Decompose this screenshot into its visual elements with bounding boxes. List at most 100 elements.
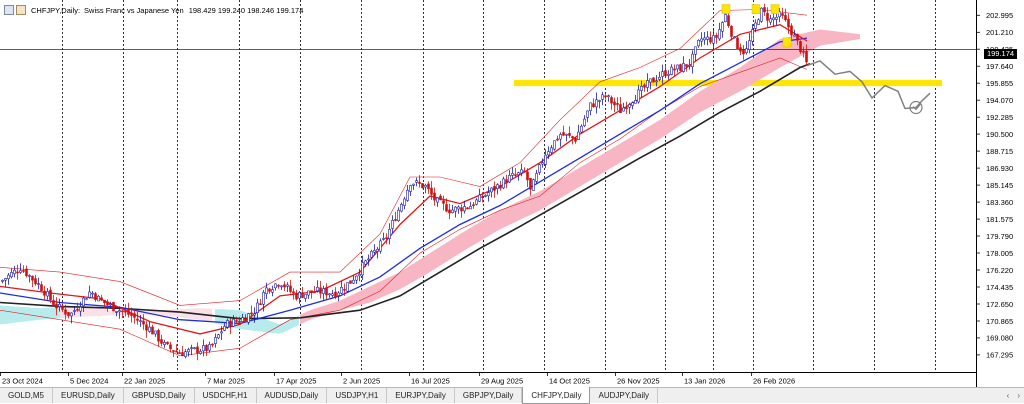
candle-body (316, 286, 319, 292)
candle-body (598, 100, 601, 102)
candle-body (655, 80, 658, 83)
candle-body (214, 337, 217, 344)
scroll-left-icon[interactable]: ‹ (1006, 391, 1010, 400)
candle-body (481, 196, 484, 198)
time-tick-label: 13 Jan 2026 (684, 377, 725, 386)
tabs-spacer (658, 388, 1003, 403)
scroll-right-icon[interactable]: › (1017, 391, 1020, 400)
chart-tab[interactable]: EURJPY,Daily (387, 388, 455, 403)
chart-tab[interactable]: USDCHF,H1 (195, 388, 257, 403)
candle-body (187, 349, 190, 353)
candle-body (430, 187, 433, 195)
candle-body (64, 309, 67, 315)
chart-window[interactable]: 202.995201.210199.425197.640195.855194.0… (0, 0, 1024, 387)
candle-body (604, 95, 607, 98)
candle-body (445, 204, 448, 212)
slow-moving-average (0, 62, 811, 320)
candle-body (241, 317, 244, 322)
chart-tab[interactable]: USDJPY,H1 (327, 388, 388, 403)
candle-body (268, 288, 271, 292)
price-tick-label: 179.790 (986, 232, 1013, 241)
candle-body (463, 206, 466, 212)
price-tick-label: 190.500 (986, 130, 1013, 139)
chart-tab[interactable]: GOLD,M5 (0, 388, 54, 403)
candle-body (160, 339, 163, 344)
candle-body (355, 275, 358, 281)
chart-tab[interactable]: CHFJPY,Daily (522, 387, 591, 404)
candle-body (694, 46, 697, 55)
candle-body (550, 147, 553, 153)
candle-body (196, 346, 199, 354)
candle-body (559, 134, 562, 140)
chart-tab[interactable]: GBPJPY,Daily (455, 388, 523, 403)
candle-body (37, 283, 40, 285)
candle-body (541, 162, 544, 165)
price-chart[interactable]: 202.995201.210199.425197.640195.855194.0… (0, 0, 1024, 387)
highlight-marker (770, 4, 780, 14)
candle-body (649, 78, 652, 83)
candle-body (580, 126, 583, 133)
candle-body (58, 303, 61, 307)
candle-body (307, 290, 310, 296)
chart-window-icon[interactable] (4, 5, 14, 15)
candle-body (121, 310, 124, 313)
chart-tab[interactable]: EURUSD,Daily (53, 388, 124, 403)
candle-body (142, 320, 145, 325)
price-tick-label: 192.285 (986, 113, 1013, 122)
candle-body (412, 183, 415, 186)
candle-body (502, 178, 505, 189)
bollinger-lower-band (0, 57, 808, 357)
candle-body (391, 220, 394, 229)
candle-body (685, 64, 688, 67)
candle-body (130, 313, 133, 316)
candle-body (457, 206, 460, 210)
candle-body (628, 104, 631, 108)
chart-tab[interactable]: AUDUSD,Daily (257, 388, 328, 403)
candle-body (667, 74, 670, 76)
candle-body (436, 197, 439, 203)
candle-body (760, 7, 763, 22)
candle-body (256, 302, 259, 313)
candle-body (10, 272, 13, 277)
highlight-marker (721, 4, 731, 14)
candle-body (352, 279, 355, 284)
candle-body (517, 172, 520, 175)
candle-body (310, 290, 313, 293)
candle-body (799, 40, 802, 53)
candle-body (292, 291, 295, 294)
candle-body (403, 198, 406, 206)
candle-body (73, 310, 76, 312)
candle-body (439, 195, 442, 201)
chart-tab[interactable]: AUDJPY,Daily (590, 388, 659, 403)
candle-body (709, 37, 712, 43)
candle-body (364, 260, 367, 265)
candle-body (181, 352, 184, 357)
candle-body (766, 12, 769, 21)
candle-body (280, 285, 283, 288)
candle-body (211, 343, 214, 346)
candle-body (499, 185, 502, 189)
candle-body (103, 300, 106, 304)
candle-body (166, 341, 169, 345)
time-tick-label: 14 Oct 2025 (549, 377, 590, 386)
chart-tabs-bar: GOLD,M5 EURUSD,Daily GBPUSD,Daily USDCHF,H1… (0, 387, 1024, 404)
candle-body (136, 318, 139, 321)
candle-body (1, 279, 4, 282)
candle-body (109, 303, 112, 306)
candle-body (406, 189, 409, 201)
candle-body (82, 297, 85, 307)
candle-body (781, 13, 784, 16)
candle-body (619, 104, 622, 113)
candle-body (274, 283, 277, 289)
price-tick-label: 183.360 (986, 198, 1013, 207)
chart-properties-icon[interactable] (16, 5, 26, 15)
candle-body (277, 284, 280, 287)
candle-body (535, 173, 538, 182)
price-tick-label: 169.080 (986, 334, 1013, 343)
chart-tab[interactable]: GBPUSD,Daily (124, 388, 195, 403)
candle-body (184, 351, 187, 357)
candle-body (349, 280, 352, 284)
candle-body (106, 301, 109, 306)
candle-body (4, 278, 7, 281)
candle-body (565, 133, 568, 136)
